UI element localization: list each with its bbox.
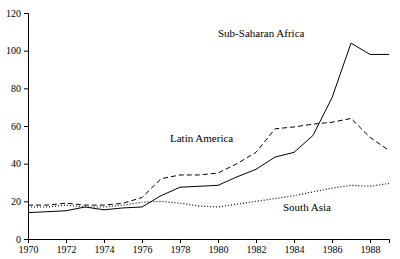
x-tick-label: 1972 bbox=[57, 244, 77, 255]
series-label: South Asia bbox=[283, 201, 331, 213]
x-tick: 1982 bbox=[247, 239, 267, 255]
y-tick: 0 bbox=[16, 234, 28, 245]
plot: 1970 1972 1974 1976 1978 1980 1982 1984 1986 1988… bbox=[6, 8, 390, 255]
y-tick-mark bbox=[24, 126, 28, 127]
x-tick: 1978 bbox=[171, 239, 191, 255]
x-tick-label: 1978 bbox=[171, 244, 191, 255]
x-tick-label: 1970 bbox=[19, 244, 39, 255]
x-tick-label: 1982 bbox=[247, 244, 267, 255]
x-axis-line bbox=[29, 240, 390, 244]
x-tick-label: 1988 bbox=[361, 244, 381, 255]
x-axis: 1970 1972 1974 1976 1978 1980 1982 1984 1986 1988 bbox=[19, 239, 390, 255]
x-tick: 1986 bbox=[323, 239, 343, 255]
y-tick-label: 0 bbox=[16, 234, 21, 245]
x-tick: 1980 bbox=[209, 239, 229, 255]
y-tick-label: 80 bbox=[11, 83, 21, 94]
y-tick-mark bbox=[24, 164, 28, 165]
x-tick-label: 1976 bbox=[133, 244, 153, 255]
y-tick-mark bbox=[24, 13, 28, 14]
y-tick-label: 60 bbox=[11, 121, 21, 132]
series-label: Sub-Saharan Africa bbox=[218, 27, 305, 39]
x-tick: 1988 bbox=[361, 239, 381, 255]
x-tick-label: 1974 bbox=[95, 244, 115, 255]
lines bbox=[28, 43, 389, 213]
y-tick-label: 40 bbox=[11, 158, 21, 169]
x-tick-label: 1984 bbox=[285, 244, 305, 255]
y-tick-mark bbox=[24, 51, 28, 52]
y-axis-line bbox=[24, 14, 29, 240]
x-tick-mark bbox=[142, 239, 143, 243]
y-tick-label: 100 bbox=[6, 45, 21, 56]
chart: 1970 1972 1974 1976 1978 1980 1982 1984 1986 1988… bbox=[0, 0, 400, 259]
x-tick-mark bbox=[66, 239, 67, 243]
y-axis: 0 20 40 60 80 100 120 bbox=[6, 8, 29, 245]
series-line bbox=[28, 118, 389, 205]
y-tick-mark bbox=[24, 88, 28, 89]
x-tick: 1984 bbox=[285, 239, 305, 255]
x-tick-mark bbox=[180, 239, 181, 243]
y-tick-label: 120 bbox=[6, 8, 21, 19]
y-tick-mark bbox=[24, 239, 28, 240]
x-tick-mark bbox=[370, 239, 371, 243]
x-tick: 1976 bbox=[133, 239, 153, 255]
y-tick: 20 bbox=[11, 196, 28, 207]
x-tick: 1972 bbox=[57, 239, 77, 255]
y-tick-label: 20 bbox=[11, 196, 21, 207]
x-tick-label: 1980 bbox=[209, 244, 229, 255]
x-tick-mark bbox=[218, 239, 219, 243]
series-line bbox=[28, 43, 389, 213]
y-tick: 100 bbox=[6, 45, 28, 56]
x-tick-label: 1986 bbox=[323, 244, 343, 255]
x-tick: 1974 bbox=[95, 239, 115, 255]
x-tick: 1970 bbox=[19, 239, 39, 255]
y-tick: 40 bbox=[11, 158, 28, 169]
x-tick-mark bbox=[332, 239, 333, 243]
x-tick-mark bbox=[256, 239, 257, 243]
x-tick-mark bbox=[104, 239, 105, 243]
y-tick-mark bbox=[24, 201, 28, 202]
y-tick: 80 bbox=[11, 83, 28, 94]
y-tick: 120 bbox=[6, 8, 28, 19]
x-tick-mark bbox=[294, 239, 295, 243]
y-tick: 60 bbox=[11, 121, 28, 132]
series-line bbox=[28, 183, 389, 207]
series-label: Latin America bbox=[170, 132, 233, 144]
